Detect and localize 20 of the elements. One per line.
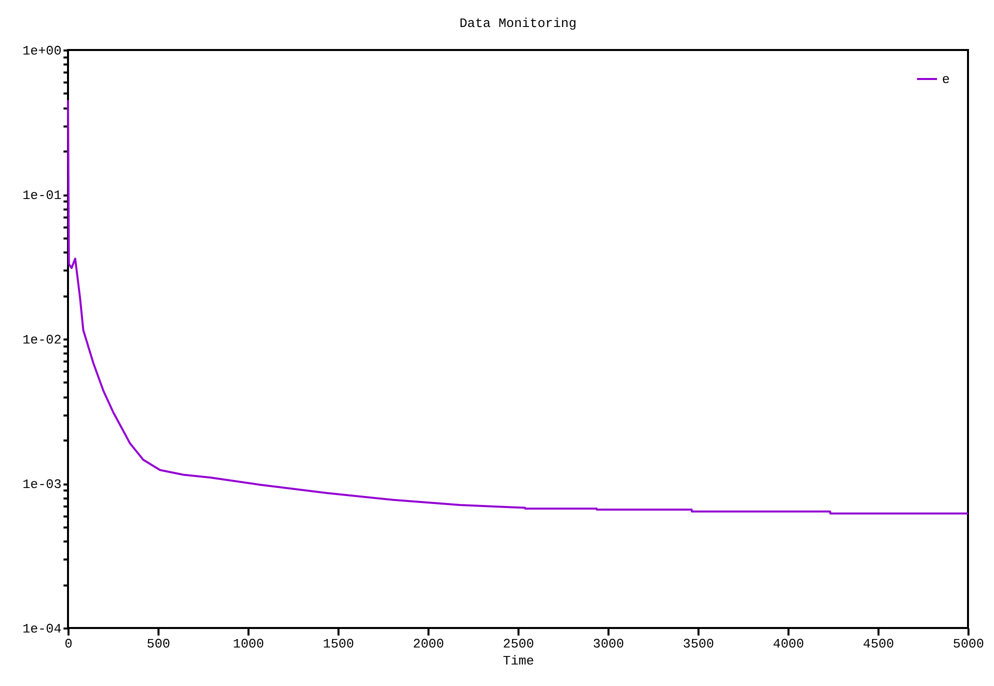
- x-tick-label: 2000: [412, 636, 444, 652]
- x-tick-label: 1500: [322, 636, 354, 652]
- x-tick-label: 5000: [952, 636, 984, 652]
- x-tick-label: 0: [64, 636, 72, 652]
- x-tick-label: 1000: [232, 636, 264, 652]
- x-axis-title: Time: [502, 654, 534, 668]
- y-tick-label: 1e-03: [22, 477, 62, 492]
- x-tick-label: 4500: [862, 636, 894, 652]
- x-tick-label: 500: [146, 636, 170, 652]
- line-series: [67, 99, 969, 514]
- y-tick-label: 1e-01: [22, 188, 62, 203]
- y-tick-label: 1e+00: [22, 44, 62, 58]
- chart-title: Data Monitoring: [459, 16, 577, 31]
- legend-label: e: [942, 72, 950, 87]
- x-tick-label: 4000: [772, 636, 804, 652]
- x-tick-label: 3500: [682, 636, 714, 652]
- y-tick-label: 1e-02: [22, 332, 62, 348]
- x-tick-label: 2500: [502, 636, 534, 652]
- x-tick-label: 3000: [592, 636, 624, 652]
- y-tick-label: 1e-04: [22, 622, 62, 636]
